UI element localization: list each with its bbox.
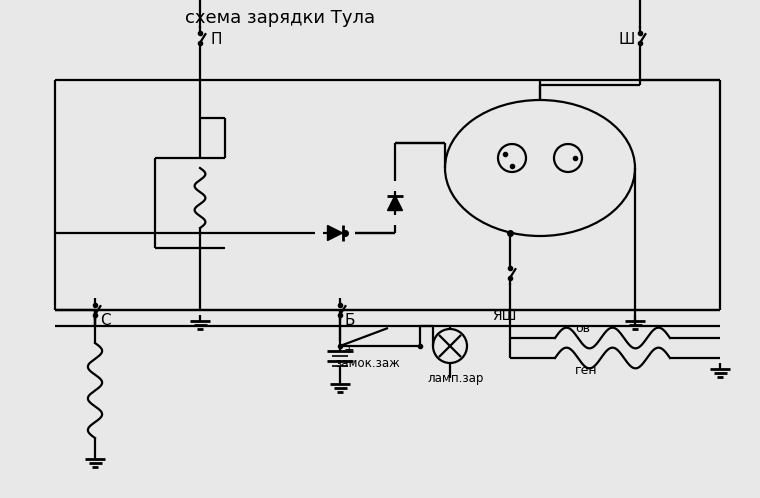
Text: +: + [344,343,355,356]
Text: Б: Б [345,313,356,328]
Text: ЯШ: ЯШ [492,309,516,323]
Text: Ш: Ш [618,31,635,46]
Text: П: П [210,31,221,46]
Polygon shape [388,196,403,211]
Text: ов: ов [575,322,590,335]
Text: замок.заж: замок.заж [335,357,400,370]
Text: С: С [100,313,111,328]
Text: ламп.зар: ламп.зар [428,372,484,384]
Text: схема зарядки Тула: схема зарядки Тула [185,9,375,27]
Text: ген: ген [575,364,597,376]
Polygon shape [328,226,343,241]
